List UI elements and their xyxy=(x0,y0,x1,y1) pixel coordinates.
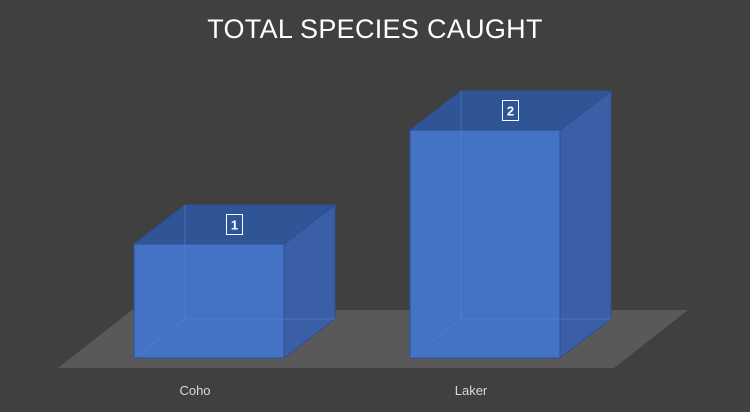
category-label: Laker xyxy=(455,383,488,398)
bar-laker xyxy=(408,89,613,360)
data-label-text: 1 xyxy=(231,218,238,233)
data-label-text: 2 xyxy=(507,104,514,119)
data-label-box xyxy=(226,214,243,235)
bar-side-face xyxy=(559,89,612,360)
bar-inner-edge xyxy=(409,318,462,359)
category-label: Coho xyxy=(179,383,210,398)
data-label-box xyxy=(502,100,519,121)
bar-coho xyxy=(132,203,337,360)
bar-front-face xyxy=(409,129,561,359)
bar-inner-edge xyxy=(133,318,186,359)
data-label: 2 xyxy=(502,100,519,121)
data-label: 1 xyxy=(226,214,243,235)
chart-title: TOTAL SPECIES CAUGHT xyxy=(207,14,543,44)
